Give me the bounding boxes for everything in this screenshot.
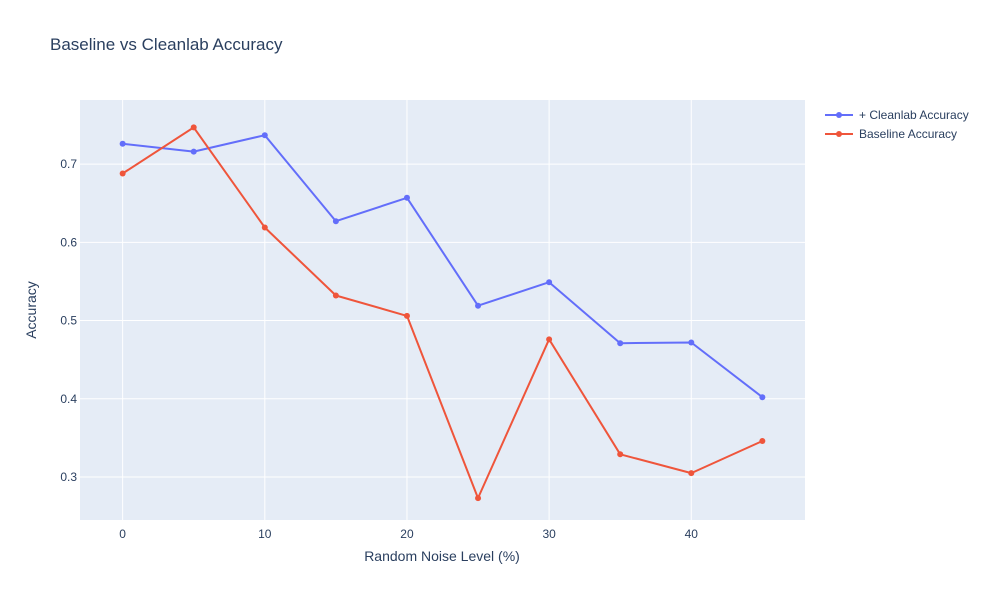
data-point-cleanlab <box>190 148 197 155</box>
y-tick-label: 0.5 <box>60 314 77 328</box>
x-tick-label: 10 <box>258 527 272 541</box>
x-axis-ticks: 0 10 20 30 40 <box>119 527 698 541</box>
data-point-cleanlab <box>546 279 553 286</box>
grid-lines <box>80 100 805 520</box>
data-point-baseline <box>332 292 339 299</box>
legend-label: + Cleanlab Accuracy <box>859 108 969 122</box>
y-tick-label: 0.4 <box>60 392 77 406</box>
y-tick-label: 0.7 <box>60 157 77 171</box>
x-tick-label: 30 <box>542 527 556 541</box>
data-point-baseline <box>403 312 410 319</box>
series-cleanlab <box>119 132 766 401</box>
chart-title: Baseline vs Cleanlab Accuracy <box>50 35 283 54</box>
data-point-cleanlab <box>403 194 410 201</box>
data-point-baseline <box>261 224 268 231</box>
x-tick-label: 40 <box>685 527 699 541</box>
series-group <box>119 124 766 502</box>
legend-item-cleanlab[interactable]: + Cleanlab Accuracy <box>825 108 969 122</box>
data-point-baseline <box>759 438 766 445</box>
legend[interactable]: + Cleanlab Accuracy Baseline Accuracy <box>825 108 969 141</box>
plot-area <box>80 100 805 520</box>
data-point-cleanlab <box>332 218 339 225</box>
data-point-baseline <box>119 170 126 177</box>
y-tick-label: 0.3 <box>60 470 77 484</box>
x-tick-label: 0 <box>119 527 126 541</box>
data-point-baseline <box>617 451 624 458</box>
legend-swatch-marker <box>836 131 842 137</box>
data-point-baseline <box>546 336 553 343</box>
legend-label: Baseline Accuracy <box>859 127 957 141</box>
y-tick-label: 0.6 <box>60 235 77 249</box>
data-point-cleanlab <box>475 302 482 309</box>
data-point-baseline <box>688 470 695 477</box>
y-axis-title: Accuracy <box>23 281 39 339</box>
series-baseline <box>119 124 766 502</box>
series-line-cleanlab <box>122 134 764 398</box>
legend-item-baseline[interactable]: Baseline Accuracy <box>825 127 957 141</box>
y-axis-ticks: 0.3 0.4 0.5 0.6 0.7 <box>60 157 77 484</box>
data-point-baseline <box>475 495 482 502</box>
x-axis-title: Random Noise Level (%) <box>364 548 520 564</box>
data-point-cleanlab <box>759 394 766 401</box>
series-line-baseline <box>122 126 763 500</box>
data-point-cleanlab <box>261 132 268 139</box>
data-point-cleanlab <box>688 339 695 346</box>
data-point-cleanlab <box>617 340 624 347</box>
legend-swatch-marker <box>836 112 842 118</box>
x-tick-label: 20 <box>400 527 414 541</box>
data-point-cleanlab <box>119 140 126 147</box>
data-point-baseline <box>190 124 197 131</box>
